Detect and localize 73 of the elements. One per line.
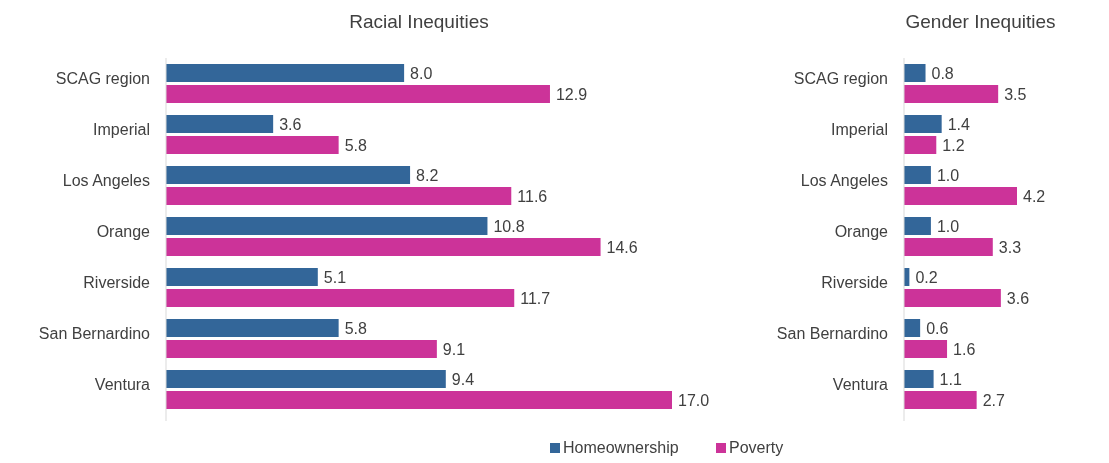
data-label: 1.1 (939, 371, 962, 388)
bar (166, 289, 515, 307)
y-tick-label: Imperial (93, 121, 150, 138)
bar (904, 319, 921, 337)
data-label: 5.1 (323, 269, 347, 286)
data-label: 3.5 (1004, 86, 1027, 103)
data-label: 0.2 (915, 269, 938, 286)
data-label: 8.2 (416, 167, 439, 184)
bar (904, 289, 1001, 307)
data-label: 9.1 (442, 341, 466, 358)
data-label: 3.6 (279, 116, 302, 133)
bar (166, 64, 405, 82)
y-tick-label: SCAG region (793, 70, 888, 87)
legend-label: Homeownership (563, 439, 679, 456)
data-label: 1.4 (947, 116, 971, 133)
bar (166, 217, 488, 235)
data-label: 0.8 (931, 65, 954, 82)
y-tick-label: Ventura (832, 376, 889, 393)
y-tick-label: Los Angeles (62, 172, 150, 189)
chart-title: Racial Inequities (349, 11, 489, 32)
data-label: 8.0 (410, 65, 433, 82)
y-tick-label: Riverside (83, 274, 151, 291)
data-label: 17.0 (678, 392, 710, 409)
bar (904, 115, 942, 133)
y-tick-label: SCAG region (55, 70, 150, 87)
bar (166, 370, 446, 388)
data-label: 4.2 (1023, 188, 1046, 205)
data-label: 0.6 (926, 320, 949, 337)
bar (166, 268, 318, 286)
y-tick-label: Riverside (821, 274, 889, 291)
y-tick-label: Ventura (94, 376, 151, 393)
bar (166, 136, 339, 154)
data-label: 9.4 (451, 371, 475, 388)
y-tick-label: Orange (96, 223, 151, 240)
data-label: 12.9 (555, 86, 588, 103)
bar (904, 85, 999, 103)
data-label: 1.2 (942, 137, 965, 154)
data-label: 10.8 (493, 218, 525, 235)
y-tick-label: Orange (834, 223, 889, 240)
data-label: 1.6 (953, 341, 976, 358)
data-label: 5.8 (344, 137, 367, 154)
bar (166, 391, 672, 409)
chart-title: Gender Inequities (905, 11, 1056, 32)
bar (904, 370, 934, 388)
data-label: 11.7 (520, 290, 551, 307)
y-tick-label: Imperial (831, 121, 888, 138)
data-label: 3.3 (998, 239, 1022, 256)
bar (166, 115, 274, 133)
bar (904, 166, 931, 184)
bar (166, 319, 339, 337)
data-label: 5.8 (344, 320, 367, 337)
bar (166, 238, 601, 256)
y-tick-label: Los Angeles (800, 172, 888, 189)
bar (166, 340, 437, 358)
bar (904, 64, 926, 82)
data-label: 1.0 (936, 218, 960, 235)
data-label: 14.6 (606, 239, 638, 256)
bar (904, 238, 993, 256)
bar (904, 136, 937, 154)
bar (166, 166, 411, 184)
y-tick-label: San Bernardino (776, 325, 889, 342)
bar (904, 340, 948, 358)
bar (166, 85, 550, 103)
y-tick-label: San Bernardino (38, 325, 151, 342)
legend-label: Poverty (729, 439, 784, 456)
bar (904, 217, 931, 235)
bar (904, 391, 977, 409)
bar (166, 187, 512, 205)
bar (904, 187, 1017, 205)
data-label: 11.6 (517, 188, 548, 205)
data-label: 2.7 (982, 392, 1005, 409)
data-label: 1.0 (936, 167, 960, 184)
data-label: 3.6 (1006, 290, 1030, 307)
